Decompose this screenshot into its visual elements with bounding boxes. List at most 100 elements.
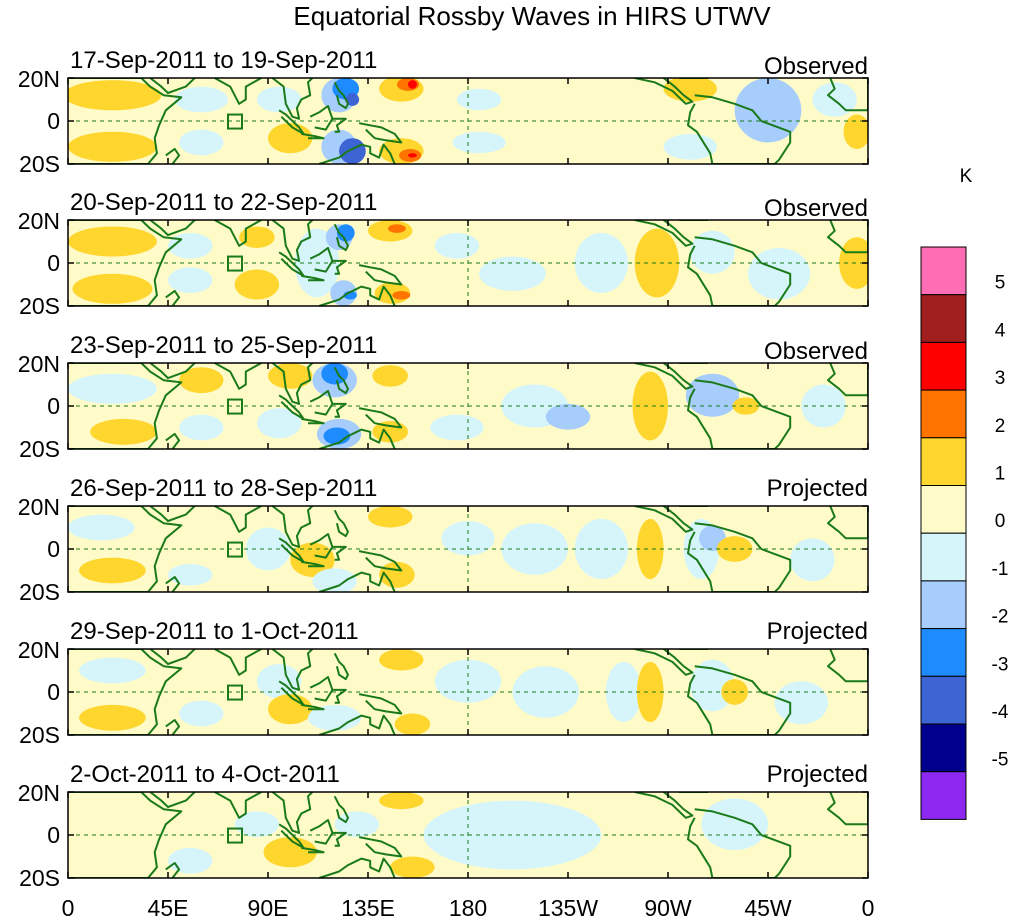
coastline: [687, 808, 792, 878]
coastline: [333, 366, 349, 395]
coastline: [271, 792, 314, 834]
coastline: [309, 819, 334, 845]
anomaly-contour: [263, 837, 317, 868]
panel-2: 20N 0 20S 20-Sep-2011 to 22-Sep-2011 Observe…: [18, 189, 869, 319]
coastline: [301, 274, 325, 282]
anomaly-contour: [179, 414, 224, 441]
y-tick-label: 20N: [18, 494, 60, 520]
coastline: [333, 81, 349, 110]
coastline: [309, 676, 334, 702]
coastline: [634, 506, 694, 533]
y-tick-label: 20S: [19, 865, 60, 891]
anomaly-contour: [408, 153, 417, 158]
coastline: [149, 220, 196, 237]
y-tick-label: 0: [47, 679, 60, 705]
region-box: [227, 541, 243, 558]
coastline: [165, 719, 181, 735]
coastline: [165, 289, 181, 306]
panel-status: Observed: [764, 53, 868, 80]
anomaly-contour: [379, 792, 424, 810]
anomaly-contour: [90, 418, 157, 445]
y-tick-label: 20S: [19, 579, 60, 605]
coastline: [278, 394, 305, 420]
coastline: [149, 649, 196, 665]
y-tick-label: 20S: [19, 151, 60, 177]
coastline: [149, 363, 196, 380]
coastline: [309, 389, 334, 416]
coastline: [634, 363, 694, 390]
coastline: [214, 649, 262, 676]
anomaly-contour: [72, 273, 153, 304]
colorbar-swatch: [920, 628, 967, 677]
anomaly-contour: [256, 86, 302, 113]
coastline: [309, 246, 334, 273]
panel-5: 20N 0 20S 29-Sep-2011 to 1-Oct-2011 Projecte…: [18, 618, 869, 748]
anomaly-contour: [234, 269, 280, 300]
colorbar-swatch: [920, 341, 967, 391]
anomaly-contour: [268, 123, 313, 154]
y-tick-label: 0: [47, 822, 60, 848]
anomaly-contour: [390, 856, 435, 878]
panel-status: Observed: [764, 195, 868, 222]
colorbar-swatch: [920, 485, 967, 534]
coastline: [271, 78, 314, 120]
coastline: [68, 363, 183, 449]
coastline: [634, 220, 694, 247]
coastline: [278, 823, 305, 849]
colorbar-label: 3: [995, 368, 1006, 389]
coastline: [271, 220, 314, 262]
anomaly-contour: [168, 564, 213, 586]
anomaly-contour: [68, 226, 157, 257]
anomaly-contour: [701, 798, 769, 851]
anomaly-contour: [748, 247, 811, 300]
anomaly-contour: [392, 290, 411, 300]
anomaly-contour: [634, 228, 680, 298]
region-box: [227, 398, 243, 415]
colorbar-label: -5: [992, 750, 1009, 771]
anomaly-contour: [734, 78, 802, 143]
coastline: [358, 122, 403, 144]
coastline: [358, 550, 403, 572]
anomaly-contour: [574, 518, 628, 580]
x-axis: 0 45E 90E 135E 180 135W 90W 45W 0: [62, 895, 875, 921]
y-tick-label: 20N: [18, 637, 60, 663]
coastline: [358, 836, 403, 858]
x-tick-label: 0: [62, 895, 75, 921]
anomaly-contour: [79, 657, 146, 684]
coastline: [301, 703, 325, 711]
coastline: [149, 506, 196, 522]
anomaly-contour: [68, 131, 157, 162]
coastline: [318, 714, 396, 735]
region-box: [227, 113, 243, 130]
coastline: [333, 652, 349, 681]
y-tick-label: 0: [47, 536, 60, 562]
anomaly-contour: [168, 847, 213, 874]
anomaly-contour: [268, 363, 313, 389]
anomaly-contour: [179, 700, 224, 727]
panel-field: [68, 220, 868, 306]
y-tick-label: 20N: [18, 780, 60, 806]
anomaly-contour: [636, 518, 664, 580]
panel-date-range: 26-Sep-2011 to 28-Sep-2011: [70, 475, 377, 502]
colorbar-swatch: [920, 246, 967, 296]
colorbar-label: -3: [992, 654, 1009, 675]
colorbar-units: K: [960, 166, 973, 187]
coastline: [309, 105, 334, 131]
coastline: [687, 236, 792, 306]
anomaly-contour: [68, 373, 157, 404]
anomaly-contour: [368, 506, 413, 528]
anomaly-contour: [685, 373, 740, 417]
coastline: [333, 223, 349, 252]
anomaly-contour: [632, 371, 668, 441]
coastline: [318, 571, 396, 592]
panel-date-range: 17-Sep-2011 to 19-Sep-2011: [70, 47, 377, 74]
x-tick-label: 45W: [744, 895, 792, 921]
coastline: [332, 402, 347, 418]
anomaly-contour: [68, 80, 162, 111]
coastline: [333, 795, 349, 824]
coastline: [358, 264, 403, 286]
y-tick-label: 20N: [18, 208, 60, 234]
panel-date-range: 29-Sep-2011 to 1-Oct-2011: [70, 618, 359, 645]
panel-6: 20N 0 20S 2-Oct-2011 to 4-Oct-2011 Projected: [18, 761, 869, 891]
anomaly-contour: [336, 224, 355, 242]
